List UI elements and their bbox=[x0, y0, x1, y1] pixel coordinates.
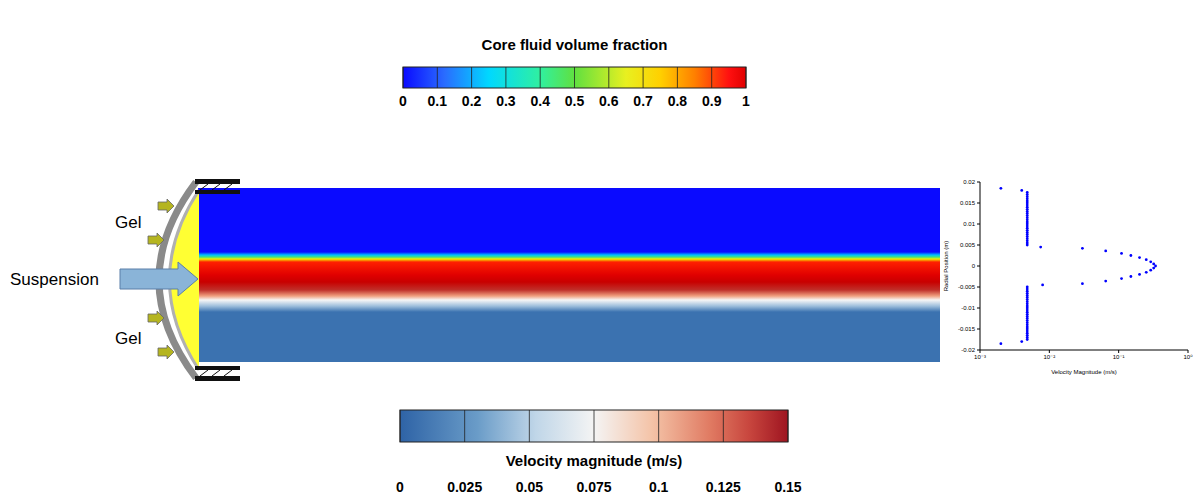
svg-text:0.8: 0.8 bbox=[668, 93, 688, 109]
svg-text:Core fluid volume fraction: Core fluid volume fraction bbox=[482, 36, 668, 53]
svg-text:-0.015: -0.015 bbox=[958, 326, 976, 332]
svg-text:Velocity magnitude (m/s): Velocity magnitude (m/s) bbox=[506, 452, 683, 469]
svg-text:0: 0 bbox=[396, 479, 404, 495]
svg-text:0.1: 0.1 bbox=[428, 93, 448, 109]
svg-text:0.5: 0.5 bbox=[565, 93, 585, 109]
svg-text:-0.005: -0.005 bbox=[958, 284, 976, 290]
svg-text:0.025: 0.025 bbox=[447, 479, 482, 495]
svg-text:0.9: 0.9 bbox=[702, 93, 722, 109]
svg-text:Velocity Magnitude (m/s): Velocity Magnitude (m/s) bbox=[1051, 369, 1117, 375]
svg-text:10⁻²: 10⁻² bbox=[1043, 354, 1055, 360]
svg-text:Gel: Gel bbox=[115, 329, 141, 348]
svg-text:0.4: 0.4 bbox=[530, 93, 550, 109]
svg-text:Gel: Gel bbox=[115, 213, 141, 232]
svg-text:0.02: 0.02 bbox=[963, 179, 975, 185]
svg-text:0.125: 0.125 bbox=[706, 479, 741, 495]
svg-text:-0.02: -0.02 bbox=[961, 347, 975, 353]
svg-text:0.075: 0.075 bbox=[576, 479, 611, 495]
svg-text:0.2: 0.2 bbox=[462, 93, 482, 109]
svg-text:0.15: 0.15 bbox=[774, 479, 801, 495]
svg-text:10⁻³: 10⁻³ bbox=[974, 354, 986, 360]
svg-text:0.6: 0.6 bbox=[599, 93, 619, 109]
svg-text:Radial Position (m): Radial Position (m) bbox=[943, 241, 949, 292]
svg-text:0.1: 0.1 bbox=[649, 479, 669, 495]
svg-text:0.05: 0.05 bbox=[516, 479, 543, 495]
svg-text:10⁻¹: 10⁻¹ bbox=[1113, 354, 1125, 360]
svg-text:0.3: 0.3 bbox=[496, 93, 516, 109]
svg-text:Suspension: Suspension bbox=[10, 270, 99, 289]
svg-text:10⁰: 10⁰ bbox=[1183, 354, 1193, 360]
svg-text:0.01: 0.01 bbox=[963, 221, 975, 227]
svg-text:0.005: 0.005 bbox=[960, 242, 976, 248]
svg-text:0.015: 0.015 bbox=[960, 200, 976, 206]
svg-text:-0.01: -0.01 bbox=[961, 305, 975, 311]
svg-text:0: 0 bbox=[399, 93, 407, 109]
svg-text:0.7: 0.7 bbox=[633, 93, 653, 109]
svg-text:0: 0 bbox=[972, 263, 976, 269]
svg-text:1: 1 bbox=[742, 93, 750, 109]
